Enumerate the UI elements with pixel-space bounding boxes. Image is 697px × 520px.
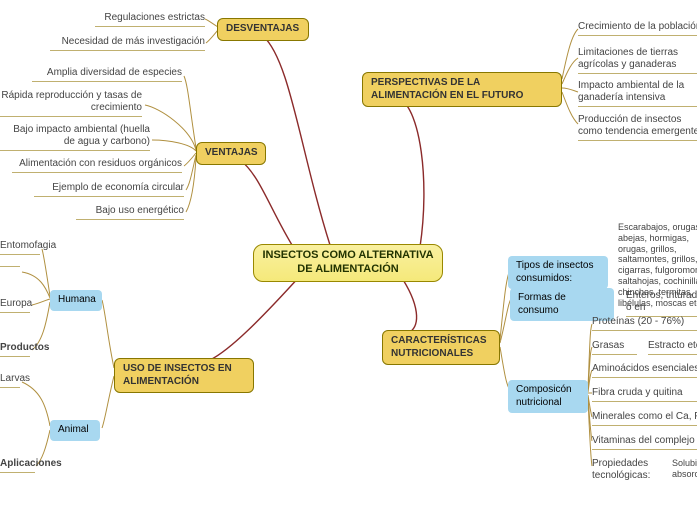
leaf: Fibra cruda y quitina (592, 387, 697, 402)
leaf: Limitaciones de tierras agrícolas y gana… (578, 47, 697, 74)
sub-tipos[interactable]: Tipos de insectos consumidos: (508, 256, 608, 289)
branch-label: DESVENTAJAS (226, 23, 299, 34)
root-label: INSECTOS COMO ALTERNATIVA DE ALIMENTACIÓ… (262, 249, 433, 275)
leaf: Crecimiento de la población (578, 21, 697, 36)
leaf: Productos (0, 342, 30, 357)
leaf: Vitaminas del complejo (592, 435, 697, 450)
leaf: Amplia diversidad de especies (32, 67, 182, 82)
leaf: Propiedades tecnológicas: (592, 458, 672, 482)
leaf: Necesidad de más investigación (50, 36, 205, 51)
branch-ventajas[interactable]: VENTAJAS (196, 142, 266, 165)
leaf: Impacto ambiental de la ganadería intens… (578, 80, 697, 107)
branch-caracteristicas[interactable]: CARACTERÍSTICAS NUTRICIONALES (382, 330, 500, 365)
branch-label: CARACTERÍSTICAS NUTRICIONALES (391, 335, 487, 359)
sub-animal[interactable]: Animal (50, 420, 100, 441)
root-node[interactable]: INSECTOS COMO ALTERNATIVA DE ALIMENTACIÓ… (253, 244, 443, 282)
branch-desventajas[interactable]: DESVENTAJAS (217, 18, 309, 41)
sub-compo[interactable]: Composicón nutricional (508, 380, 588, 413)
leaf: Producción de insectos como tendencia em… (578, 114, 697, 141)
leaf: Alimentación con residuos orgánicos (12, 158, 182, 173)
branch-label: VENTAJAS (205, 147, 258, 158)
leaf: Proteínas (20 - 76%) (592, 316, 697, 331)
branch-label: PERSPECTIVAS DE LA ALIMENTACIÓN EN EL FU… (371, 77, 523, 101)
branch-label: USO DE INSECTOS EN ALIMENTACIÓN (123, 363, 232, 387)
leaf: Aplicaciones (0, 458, 35, 473)
leaf (0, 264, 20, 267)
leaf: Grasas (592, 340, 637, 355)
leaf: Larvas (0, 373, 20, 388)
leaf: Regulaciones estrictas (95, 12, 205, 27)
leaf: Aminoácidos esenciales (592, 363, 697, 378)
leaf: Bajo uso energético (76, 205, 184, 220)
leaf: Ejemplo de economía circular (34, 182, 184, 197)
leaf: Estracto etéreo (648, 340, 697, 355)
branch-perspectivas[interactable]: PERSPECTIVAS DE LA ALIMENTACIÓN EN EL FU… (362, 72, 562, 107)
leaf: Minerales como el Ca, P (592, 411, 697, 426)
sub-humana[interactable]: Humana (50, 290, 102, 311)
leaf: Europa (0, 298, 30, 313)
leaf: Bajo impacto ambiental (huella de agua y… (0, 124, 150, 151)
leaf: Solubilidad, absorción, (672, 458, 697, 480)
leaf: Rápida reproducción y tasas de crecimien… (0, 90, 142, 117)
branch-uso[interactable]: USO DE INSECTOS EN ALIMENTACIÓN (114, 358, 254, 393)
mindmap-canvas: { "root": { "label": "INSECTOS COMO ALTE… (0, 0, 697, 520)
leaf: Enteros, triturados o en (626, 290, 697, 317)
leaf: Entomofagia (0, 240, 40, 255)
